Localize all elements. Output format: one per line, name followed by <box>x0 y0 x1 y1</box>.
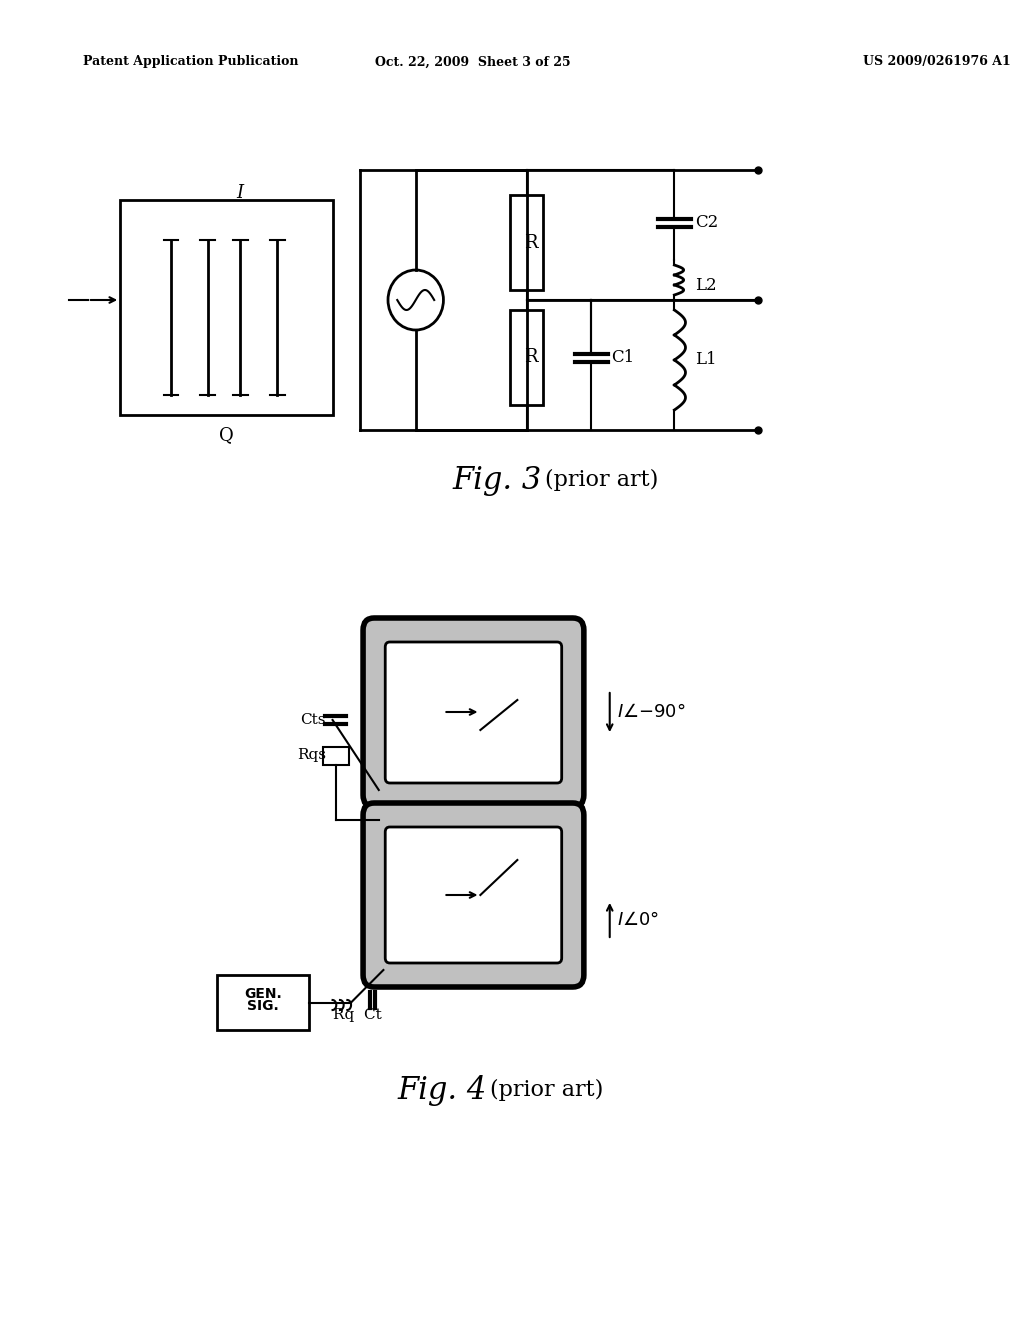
Text: (prior art): (prior art) <box>545 469 658 491</box>
Text: Q: Q <box>219 426 233 444</box>
Text: GEN.: GEN. <box>245 987 283 1002</box>
Text: L2: L2 <box>694 276 717 293</box>
Text: US 2009/0261976 A1: US 2009/0261976 A1 <box>863 55 1011 69</box>
FancyBboxPatch shape <box>364 803 584 987</box>
Text: SIG.: SIG. <box>248 998 280 1012</box>
Bar <box>510 195 543 290</box>
Text: C2: C2 <box>694 214 718 231</box>
Text: $I\angle{-90°}$: $I\angle{-90°}$ <box>617 704 686 721</box>
Bar <box>120 201 333 414</box>
FancyBboxPatch shape <box>385 642 562 783</box>
Text: (prior art): (prior art) <box>489 1078 603 1101</box>
Text: Oct. 22, 2009  Sheet 3 of 25: Oct. 22, 2009 Sheet 3 of 25 <box>375 55 570 69</box>
Text: C1: C1 <box>611 348 635 366</box>
Text: R: R <box>524 348 538 367</box>
Text: L1: L1 <box>694 351 717 368</box>
Text: Patent Application Publication: Patent Application Publication <box>83 55 299 69</box>
FancyBboxPatch shape <box>364 618 584 807</box>
Bar <box>324 747 349 766</box>
Text: Rqs: Rqs <box>298 748 327 762</box>
Text: Fig. 3: Fig. 3 <box>453 465 542 495</box>
Bar <box>510 310 543 405</box>
Text: Fig. 4: Fig. 4 <box>397 1074 486 1106</box>
Text: $I\angle{0°}$: $I\angle{0°}$ <box>617 911 659 929</box>
FancyBboxPatch shape <box>385 828 562 964</box>
Text: R: R <box>524 234 538 252</box>
Bar <box>217 975 309 1030</box>
Text: Rq  Ct: Rq Ct <box>333 1008 381 1022</box>
Text: I: I <box>237 183 244 202</box>
Text: Cts: Cts <box>300 713 326 727</box>
